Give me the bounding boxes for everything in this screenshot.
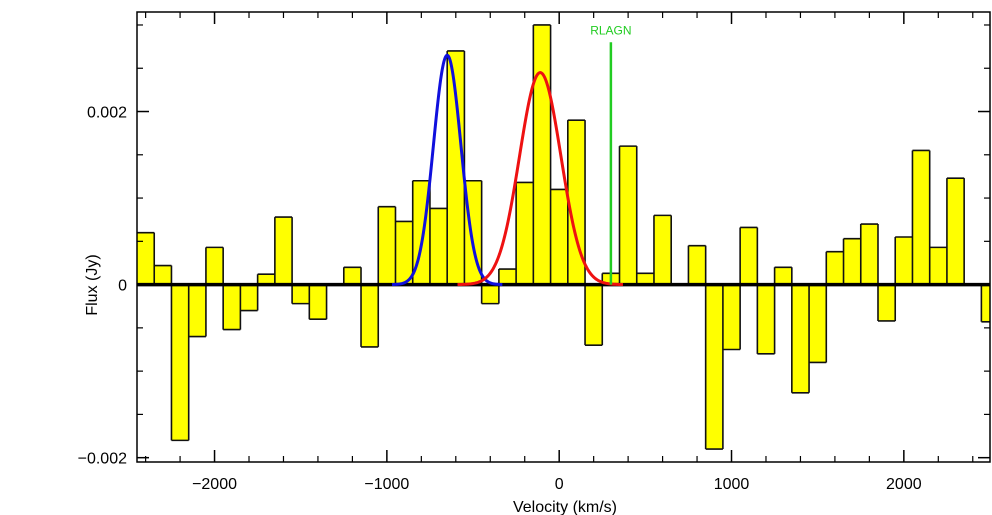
histogram-bin: [809, 284, 827, 363]
x-tick-label: −1000: [364, 476, 409, 493]
histogram-bin: [757, 284, 775, 354]
axis-ticks: −2000 −1000 0 1000 2000 −0.002 0 0.002: [78, 12, 990, 493]
y-tick-label: −0.002: [78, 451, 127, 468]
histogram-bin: [171, 284, 189, 441]
histogram-bin: [361, 284, 379, 347]
histogram-bin: [205, 247, 224, 285]
histogram-bin: [429, 208, 448, 285]
histogram-bin: [946, 178, 965, 285]
histogram-bin: [843, 238, 861, 285]
histogram-bin: [636, 273, 654, 285]
histogram-bin: [826, 251, 844, 285]
histogram-bin: [688, 245, 706, 285]
histogram-bin: [533, 24, 551, 285]
histogram-bin: [240, 284, 258, 311]
histogram-bin: [705, 284, 723, 450]
histogram-bin: [395, 221, 413, 285]
y-tick-label: 0.002: [87, 105, 127, 122]
histogram-bin: [585, 284, 603, 346]
histogram-bin: [498, 269, 517, 285]
histogram-bin: [774, 267, 792, 285]
histogram-bins: [137, 24, 990, 450]
histogram-bin: [877, 284, 896, 321]
histogram-bin: [860, 224, 878, 285]
histogram-bin: [912, 150, 930, 285]
y-axis-label: Flux (Jy): [84, 254, 101, 315]
histogram-bin: [619, 146, 637, 285]
x-tick-label: 2000: [886, 476, 922, 493]
histogram-bin: [481, 284, 499, 304]
histogram-bin: [981, 284, 990, 322]
x-axis-label: Velocity (km/s): [513, 499, 617, 515]
histogram-bin: [309, 284, 327, 320]
plot-border: [136, 11, 991, 463]
histogram-bin: [274, 217, 293, 285]
histogram-bin: [791, 284, 810, 393]
histogram-bin: [740, 227, 758, 285]
histogram-bin: [722, 284, 741, 350]
histogram-bin: [223, 284, 241, 330]
plot-frame: [136, 11, 991, 463]
histogram-bin: [378, 206, 396, 285]
histogram-bin: [567, 120, 586, 285]
histogram-bin: [895, 237, 913, 285]
gaussian-fits: [392, 53, 623, 287]
histogram-bin: [343, 267, 362, 285]
histogram-bin: [154, 265, 172, 285]
annotations: RLAGN: [590, 23, 632, 285]
histogram-bin: [292, 284, 310, 304]
histogram-bin: [257, 274, 275, 285]
histogram-bin: [447, 50, 465, 285]
x-tick-label: 0: [555, 476, 564, 493]
histogram-bin: [516, 182, 534, 285]
histogram-bin: [653, 215, 672, 285]
annotation-label: RLAGN: [590, 23, 631, 37]
histogram-bin: [137, 232, 155, 285]
histogram-bin: [188, 284, 206, 337]
x-tick-label: −2000: [192, 476, 237, 493]
gaussian-fit-red-gaussian: [457, 71, 623, 287]
y-tick-label: 0: [118, 278, 127, 295]
x-tick-label: 1000: [714, 476, 750, 493]
histogram-bin: [550, 189, 568, 285]
histogram-bin: [929, 247, 947, 285]
